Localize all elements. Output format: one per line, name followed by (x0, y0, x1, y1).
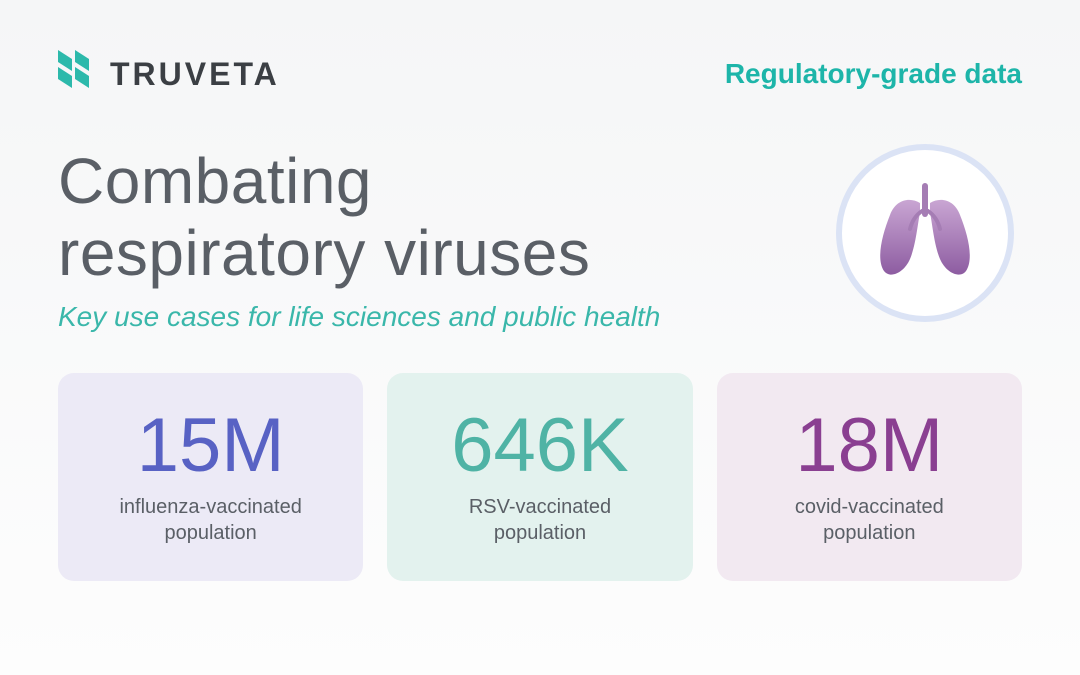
stat-value: 15M (137, 408, 285, 484)
stat-label-line2: population (494, 520, 586, 546)
stat-label-line2: population (165, 520, 257, 546)
stat-value: 18M (795, 408, 943, 484)
brand-name: TRUVETA (110, 56, 280, 93)
logo-chevron-icon (58, 50, 96, 98)
title-row: Combatingrespiratory viruses Key use cas… (58, 140, 1022, 333)
stat-card-covid: 18M covid-vaccinated population (717, 373, 1022, 581)
stat-label-line1: influenza-vaccinated (119, 494, 301, 520)
brand-logo: TRUVETA (58, 50, 280, 98)
stat-label-line1: covid-vaccinated (795, 494, 944, 520)
header-row: TRUVETA Regulatory-grade data (58, 50, 1022, 98)
header-tagline: Regulatory-grade data (725, 58, 1022, 90)
title-block: Combatingrespiratory viruses Key use cas… (58, 140, 836, 333)
stat-value: 646K (451, 408, 629, 484)
lungs-icon (870, 181, 980, 286)
stat-label-line1: RSV-vaccinated (469, 494, 611, 520)
stat-label-line2: population (823, 520, 915, 546)
page-heading: Combatingrespiratory viruses (58, 146, 836, 289)
hero-icon-circle (836, 144, 1014, 322)
stats-row: 15M influenza-vaccinated population 646K… (58, 373, 1022, 581)
stat-card-influenza: 15M influenza-vaccinated population (58, 373, 363, 581)
page-subheading: Key use cases for life sciences and publ… (58, 301, 836, 333)
stat-card-rsv: 646K RSV-vaccinated population (387, 373, 692, 581)
